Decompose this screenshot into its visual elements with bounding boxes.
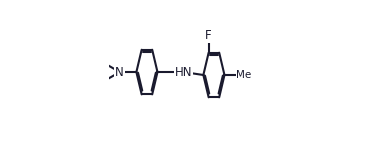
Text: HN: HN (175, 66, 193, 79)
Text: Me: Me (236, 70, 251, 80)
Text: N: N (115, 66, 124, 79)
Text: F: F (205, 29, 212, 42)
